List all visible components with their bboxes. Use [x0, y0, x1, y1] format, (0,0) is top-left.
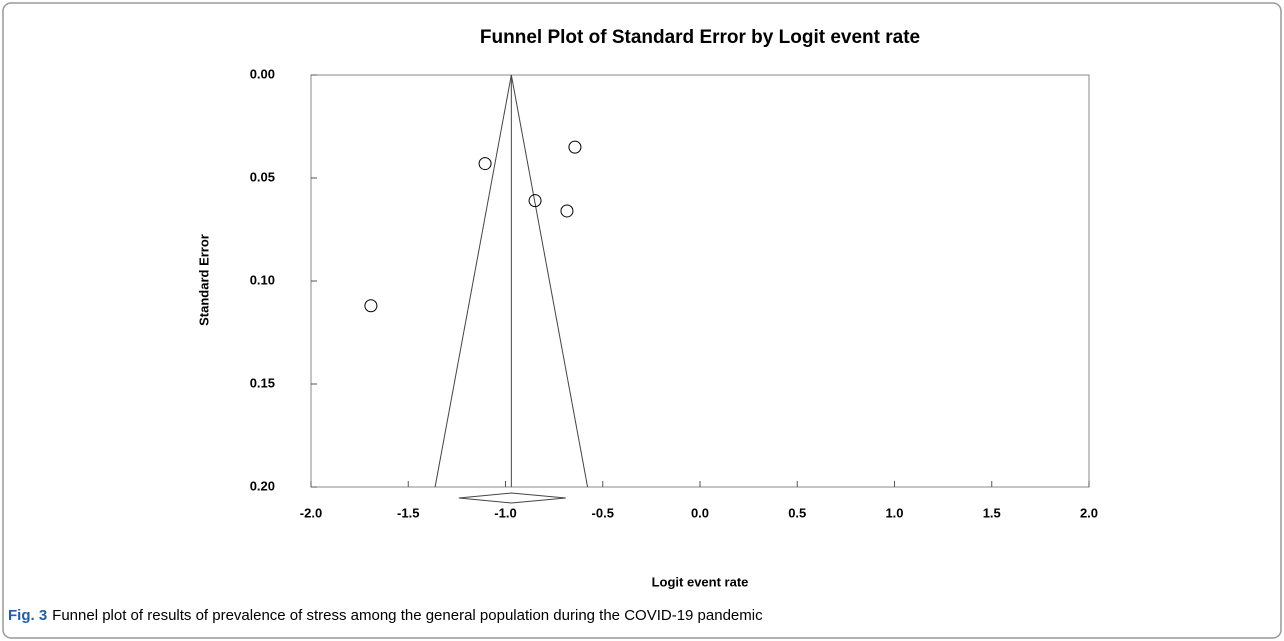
x-tick-label: 1.0 [885, 505, 903, 520]
study-point [528, 194, 542, 208]
x-tick-label: 1.5 [983, 505, 1001, 520]
x-tick-label: -1.0 [494, 505, 516, 520]
funnel-right [510, 74, 589, 488]
x-tick-label: 0.0 [691, 505, 709, 520]
plot-area [310, 74, 1090, 488]
x-tick-label: -0.5 [592, 505, 614, 520]
y-tick-label: 0.15 [250, 375, 275, 390]
caption-label: Fig. 3 [8, 607, 47, 624]
study-point [568, 140, 582, 154]
x-tick-label: -2.0 [300, 505, 322, 520]
funnel-left [434, 74, 512, 488]
summary-diamond [458, 492, 566, 504]
x-tick-label: -1.5 [397, 505, 419, 520]
y-axis-title: Standard Error [196, 234, 211, 326]
y-tick-label: 0.05 [250, 169, 275, 184]
y-tick-label: 0.10 [250, 272, 275, 287]
study-point [364, 299, 378, 313]
y-tick-label: 0.00 [250, 66, 275, 81]
x-tick-label: 0.5 [788, 505, 806, 520]
caption-text: Funnel plot of results of prevalence of … [52, 607, 763, 624]
chart-title: Funnel Plot of Standard Error by Logit e… [480, 27, 920, 48]
x-tick-label: 2.0 [1080, 505, 1098, 520]
study-point [560, 204, 574, 218]
y-tick-label: 0.20 [250, 478, 275, 493]
x-axis-title: Logit event rate [652, 574, 749, 589]
study-point [478, 157, 492, 171]
caption: Fig. 3 Funnel plot of results of prevalen… [8, 607, 763, 624]
